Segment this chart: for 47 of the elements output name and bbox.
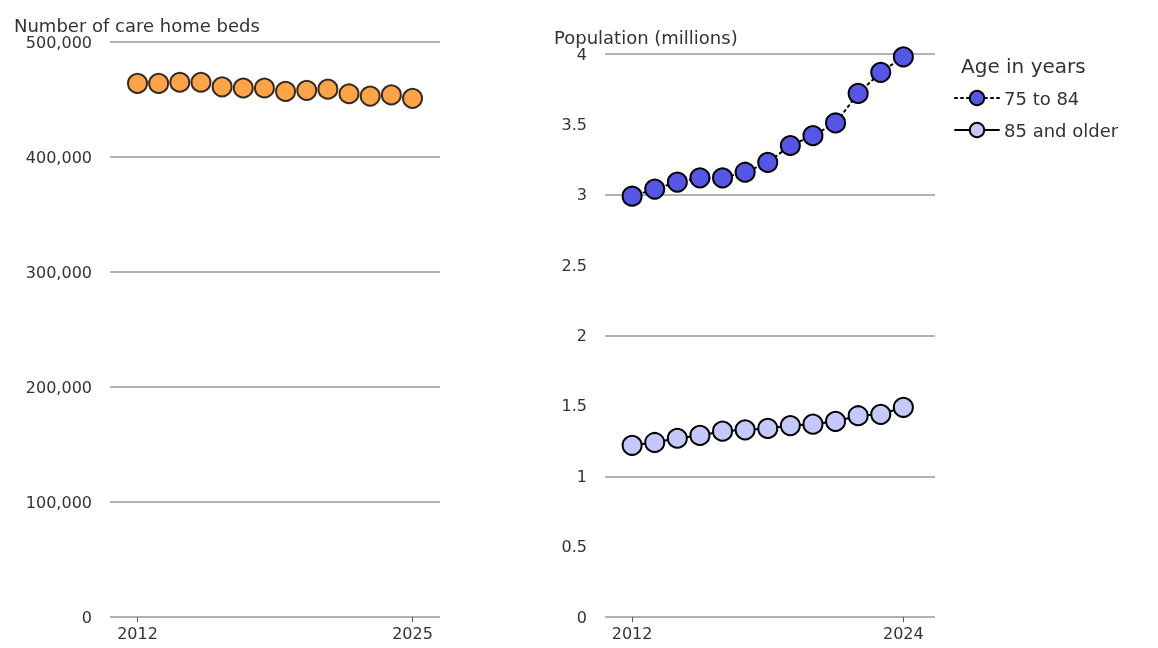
- point: [870, 61, 892, 83]
- y-tick-label: 400,000: [25, 147, 92, 167]
- point: [892, 396, 914, 418]
- x-tick-label: 2012: [611, 623, 653, 643]
- y-tick-label: 0: [576, 607, 587, 627]
- point: [712, 420, 734, 442]
- point: [757, 417, 779, 439]
- y-tick-label: 1.5: [561, 396, 587, 416]
- y-tick-label: 200,000: [25, 377, 92, 397]
- legend-label: 75 to 84: [1004, 87, 1080, 109]
- point: [847, 82, 869, 104]
- x-tick-label: 2024: [883, 623, 924, 643]
- point: [712, 167, 734, 189]
- x-tick-label: 2012: [117, 623, 158, 643]
- y-tick-label: 1: [576, 466, 587, 486]
- point: [734, 419, 756, 441]
- y-tick-label: 2: [576, 326, 587, 345]
- point: [802, 413, 824, 435]
- point: [621, 185, 643, 207]
- point: [644, 178, 666, 200]
- point: [621, 434, 643, 456]
- point: [779, 415, 801, 437]
- point: [757, 151, 779, 173]
- point: [666, 427, 688, 449]
- y-tick-label: 3.5: [561, 114, 587, 134]
- y-axis-title: Population (millions): [554, 26, 738, 48]
- y-tick-label: 100,000: [25, 492, 92, 512]
- y-tick-label: 3: [576, 185, 587, 205]
- y-tick-label: 2.5: [561, 255, 587, 275]
- point: [644, 431, 666, 453]
- y-tick-label: 0.5: [561, 537, 587, 557]
- point: [892, 46, 914, 68]
- point: [666, 171, 688, 193]
- point: [689, 424, 711, 446]
- point: [802, 125, 824, 147]
- point: [734, 161, 756, 183]
- legend-title: Age in years: [961, 54, 1086, 78]
- point: [870, 403, 892, 425]
- point: [847, 405, 869, 427]
- y-tick-label: 0: [81, 607, 92, 627]
- point: [825, 410, 847, 432]
- point: [825, 112, 847, 134]
- y-tick-label: 300,000: [25, 262, 92, 282]
- point: [779, 134, 801, 156]
- legend-label: 85 and older: [1004, 119, 1119, 141]
- x-tick-label: 2025: [392, 623, 433, 643]
- point: [689, 167, 711, 189]
